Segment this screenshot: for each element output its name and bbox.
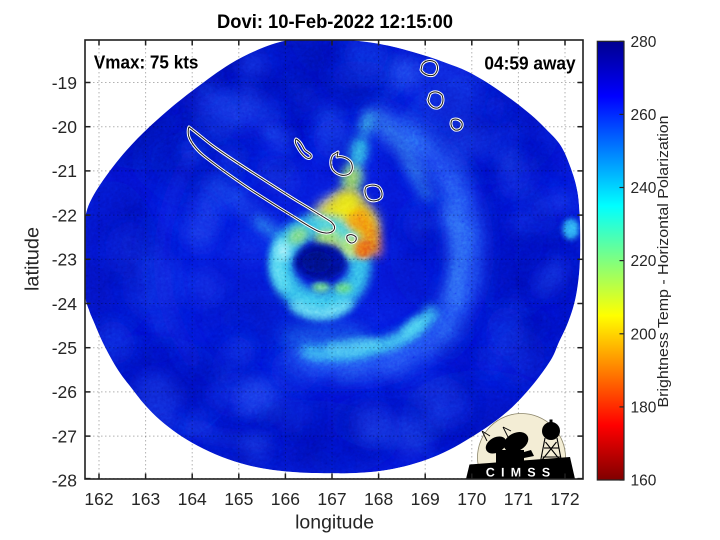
svg-text:-27: -27 bbox=[52, 426, 77, 446]
svg-text:168: 168 bbox=[364, 489, 393, 509]
svg-text:220: 220 bbox=[631, 253, 657, 270]
svg-text:165: 165 bbox=[224, 489, 253, 509]
svg-text:Brightness Temp - Horizontal P: Brightness Temp - Horizontal Polarizatio… bbox=[656, 116, 672, 408]
svg-text:171: 171 bbox=[504, 489, 533, 509]
svg-text:-28: -28 bbox=[52, 471, 77, 491]
svg-text:-19: -19 bbox=[52, 73, 77, 93]
svg-text:260: 260 bbox=[631, 107, 657, 124]
svg-text:-24: -24 bbox=[52, 294, 78, 314]
svg-text:170: 170 bbox=[457, 489, 486, 509]
svg-text:180: 180 bbox=[631, 400, 657, 417]
svg-text:-22: -22 bbox=[52, 205, 77, 225]
svg-text:-26: -26 bbox=[52, 382, 77, 402]
svg-text:172: 172 bbox=[550, 489, 579, 509]
svg-text:Dovi: 10-Feb-2022 12:15:00: Dovi: 10-Feb-2022 12:15:00 bbox=[217, 12, 453, 33]
svg-text:-21: -21 bbox=[52, 161, 77, 181]
svg-text:166: 166 bbox=[271, 489, 300, 509]
svg-text:latitude: latitude bbox=[22, 227, 44, 291]
svg-text:169: 169 bbox=[411, 489, 440, 509]
svg-text:240: 240 bbox=[631, 180, 657, 197]
svg-text:164: 164 bbox=[178, 489, 207, 509]
svg-text:162: 162 bbox=[84, 489, 113, 509]
svg-text:-23: -23 bbox=[52, 250, 77, 270]
svg-text:04:59 away: 04:59 away bbox=[484, 53, 576, 74]
svg-text:280: 280 bbox=[631, 34, 657, 51]
svg-text:Vmax: 75 kts: Vmax: 75 kts bbox=[94, 52, 198, 73]
svg-text:-25: -25 bbox=[52, 338, 77, 358]
svg-text:160: 160 bbox=[631, 473, 657, 490]
svg-text:163: 163 bbox=[131, 489, 160, 509]
svg-text:200: 200 bbox=[631, 326, 657, 343]
svg-text:-20: -20 bbox=[52, 117, 78, 137]
svg-text:167: 167 bbox=[317, 489, 346, 509]
svg-text:longitude: longitude bbox=[295, 512, 374, 534]
